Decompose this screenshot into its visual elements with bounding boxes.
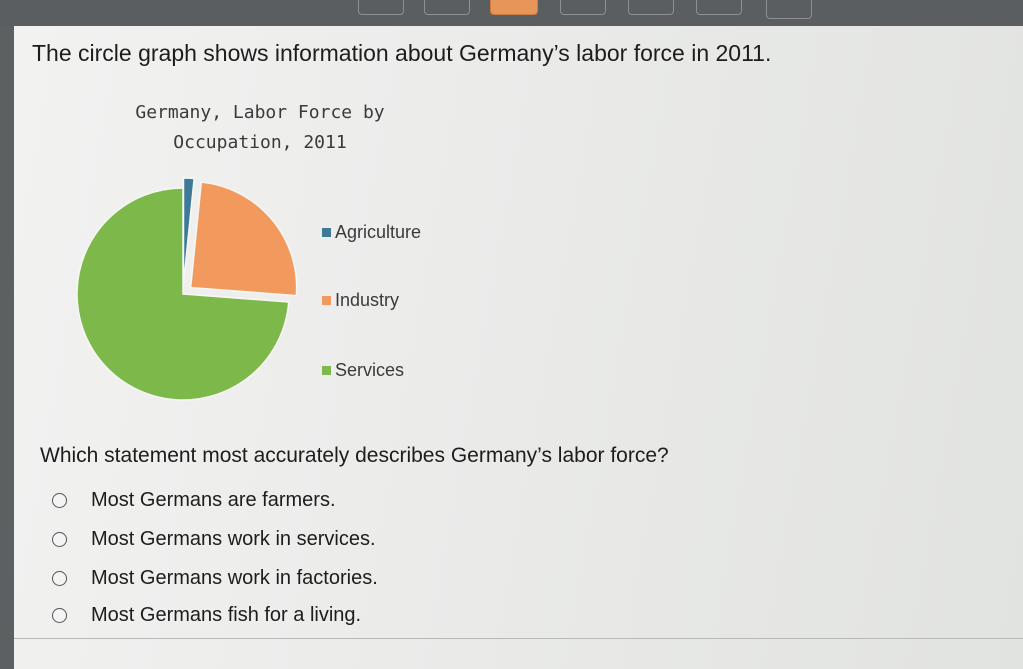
option-label: Most Germans work in factories. <box>91 567 378 589</box>
toolbar-tab-active[interactable] <box>490 0 538 15</box>
legend-swatch-agriculture <box>322 228 331 237</box>
chart-title-line: Occupation, 2011 <box>173 132 347 153</box>
legend-label-services: Services <box>335 360 405 380</box>
option-label: Most Germans fish for a living. <box>91 604 362 626</box>
legend-swatch-industry <box>322 296 331 305</box>
answer-option[interactable]: Most Germans work in services. <box>52 528 376 551</box>
pie-slice-agriculture <box>182 177 195 285</box>
legend-swatch-services <box>322 366 331 375</box>
option-label: Most Germans work in services. <box>91 528 376 550</box>
chart-title: Germany, Labor Force by Occupation, 2011 <box>100 98 420 158</box>
legend-item-agriculture: Agriculture <box>322 222 421 243</box>
radio-button[interactable] <box>52 571 67 586</box>
chart-title-line: Germany, Labor Force by <box>135 102 385 123</box>
toolbar-tab[interactable] <box>696 0 742 15</box>
answer-option[interactable]: Most Germans are farmers. <box>52 489 336 512</box>
question-prompt: The circle graph shows information about… <box>32 40 772 66</box>
legend-label-industry: Industry <box>335 290 400 310</box>
toolbar-tab[interactable] <box>628 0 674 15</box>
divider <box>14 638 1023 639</box>
question-panel: The circle graph shows information about… <box>14 26 1023 669</box>
top-toolbar <box>0 0 1023 26</box>
toolbar-tab[interactable] <box>424 0 470 15</box>
radio-button[interactable] <box>52 493 67 508</box>
answer-option[interactable]: Most Germans fish for a living. <box>52 604 361 627</box>
legend-item-services: Services <box>322 360 404 381</box>
toolbar-tab[interactable] <box>766 0 812 19</box>
pie-slice-services <box>76 187 290 401</box>
pie-chart <box>76 177 298 401</box>
legend-label-agriculture: Agriculture <box>335 222 422 242</box>
pie-slice-industry <box>189 181 298 297</box>
answer-option[interactable]: Most Germans work in factories. <box>52 567 378 590</box>
legend-item-industry: Industry <box>322 290 399 311</box>
toolbar-tab[interactable] <box>560 0 606 15</box>
question-text: Which statement most accurately describe… <box>40 444 669 467</box>
toolbar-tab[interactable] <box>358 0 404 15</box>
radio-button[interactable] <box>52 608 67 623</box>
radio-button[interactable] <box>52 532 67 547</box>
option-label: Most Germans are farmers. <box>91 489 336 511</box>
